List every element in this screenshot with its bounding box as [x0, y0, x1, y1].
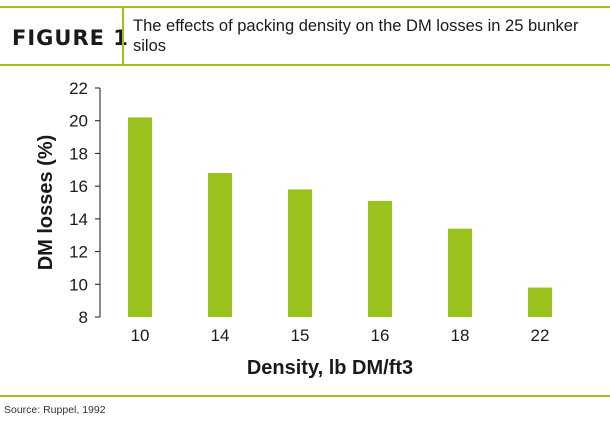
bar-18: [448, 228, 472, 317]
x-tick-label: 16: [371, 326, 390, 345]
bar-10: [128, 117, 152, 317]
y-tick-label: 12: [69, 243, 88, 262]
bar-16: [368, 200, 392, 317]
y-tick-label: 8: [79, 308, 88, 327]
bar-chart: 8 10 12 14 16 18 20 22 10 14 15 16 18 22 Density, lb D…: [35, 79, 552, 379]
y-tick-label: 14: [69, 210, 88, 229]
bar-14: [208, 173, 232, 317]
x-tick-label: 14: [211, 326, 230, 345]
figure-label: FIGURE 1: [12, 26, 129, 50]
bar-22: [528, 287, 552, 317]
chart-title: The effects of packing density on the DM…: [133, 17, 579, 55]
x-tick-label: 18: [451, 326, 470, 345]
bottom-rule: [0, 395, 610, 397]
source-note: Source: Ruppel, 1992: [4, 404, 106, 416]
bar-15: [288, 189, 312, 317]
header-divider: [122, 8, 124, 64]
x-tick-label: 10: [131, 326, 150, 345]
y-tick-label: 22: [69, 79, 88, 98]
y-tick-label: 18: [69, 144, 88, 163]
y-tick-label: 10: [69, 275, 88, 294]
x-tick-label: 22: [531, 326, 550, 345]
x-axis-label: Density, lb DM/ft3: [247, 357, 413, 379]
y-axis-label: DM losses (%): [35, 135, 57, 271]
figure-header: FIGURE 1 The effects of packing density …: [0, 6, 610, 66]
x-tick-label: 15: [291, 326, 310, 345]
y-tick-label: 20: [69, 112, 88, 131]
y-tick-label: 16: [69, 177, 88, 196]
